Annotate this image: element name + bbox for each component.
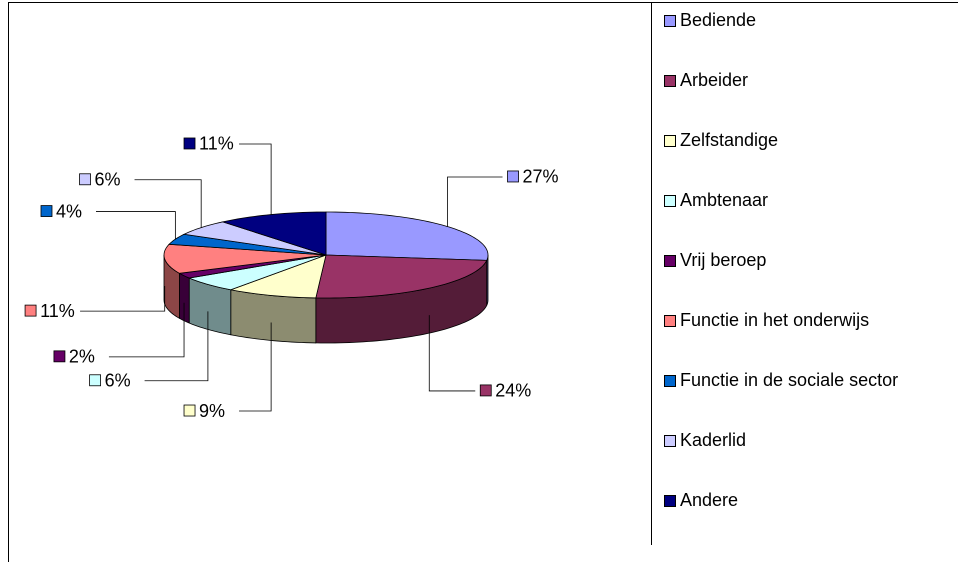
legend-item: Ambtenaar [664,190,958,250]
legend-label: Vrij beroep [680,250,767,270]
legend-item: Arbeider [664,70,958,130]
label-swatch [507,170,519,183]
pie-slice [168,233,327,256]
label-swatch [53,350,66,363]
data-label: 2% [69,347,95,367]
legend-swatch [664,375,676,387]
leader-line [447,176,503,227]
legend-label: Zelfstandige [680,130,779,150]
legend-item: Vrij beroep [664,250,958,310]
legend-item: Andere [664,490,958,550]
data-label: 6% [105,371,131,391]
legend-label: Arbeider [680,70,749,90]
label-swatch [183,404,196,417]
legend-label: Functie in het onderwijs [680,310,870,330]
legend-swatch [664,315,676,327]
legend-swatch [664,15,676,27]
legend-swatch [664,135,676,147]
leader-line [80,286,166,312]
legend-swatch [664,255,676,267]
legend-item: Zelfstandige [664,130,958,190]
legend-item: Functie in de sociale sector [664,370,958,430]
legend-item: Bediende [664,10,958,70]
label-swatch [89,374,101,387]
label-swatch [40,205,53,217]
leader-line [134,179,202,228]
data-label: 11% [199,134,234,154]
pie-slice [315,254,488,299]
legend-label: Andere [680,490,739,510]
chart: 27% 24% 9% 6% 2% 11% 4% 6% 11% [24,134,559,421]
data-label: 4% [56,201,82,221]
legend: Bediende Arbeider Zelfstandige Ambtenaar Vri… [664,10,958,550]
label-swatch [79,173,91,186]
pie-slice [229,254,327,299]
legend-label: Bediende [680,10,757,30]
pie-slice [325,211,489,261]
data-label: 9% [199,401,225,421]
legend-swatch [664,435,676,447]
legend-label: Functie in de sociale sector [680,370,899,390]
leader-line [239,322,272,412]
legend-item: Kaderlid [664,430,958,490]
data-label: 27% [523,167,559,187]
legend-swatch [664,495,676,507]
label-swatch [479,384,492,397]
legend-divider [651,2,652,545]
pie-slice [163,243,327,274]
legend-label: Ambtenaar [680,190,769,210]
pie-slice [182,221,327,256]
leader-line [144,311,209,382]
data-label: 11% [40,301,75,321]
leader-line [95,211,176,240]
label-swatch [183,137,196,150]
legend-swatch [664,75,676,87]
data-label: 6% [95,170,121,190]
legend-label: Kaderlid [680,430,747,450]
legend-item: Functie in het onderwijs [664,310,958,370]
leader-line [239,143,272,215]
leader-line [108,302,185,358]
label-swatch [24,304,37,317]
pie-slice [187,254,327,291]
data-label: 24% [495,381,531,401]
legend-swatch [664,195,676,207]
leader-line [428,315,476,392]
chart-frame [8,2,958,562]
